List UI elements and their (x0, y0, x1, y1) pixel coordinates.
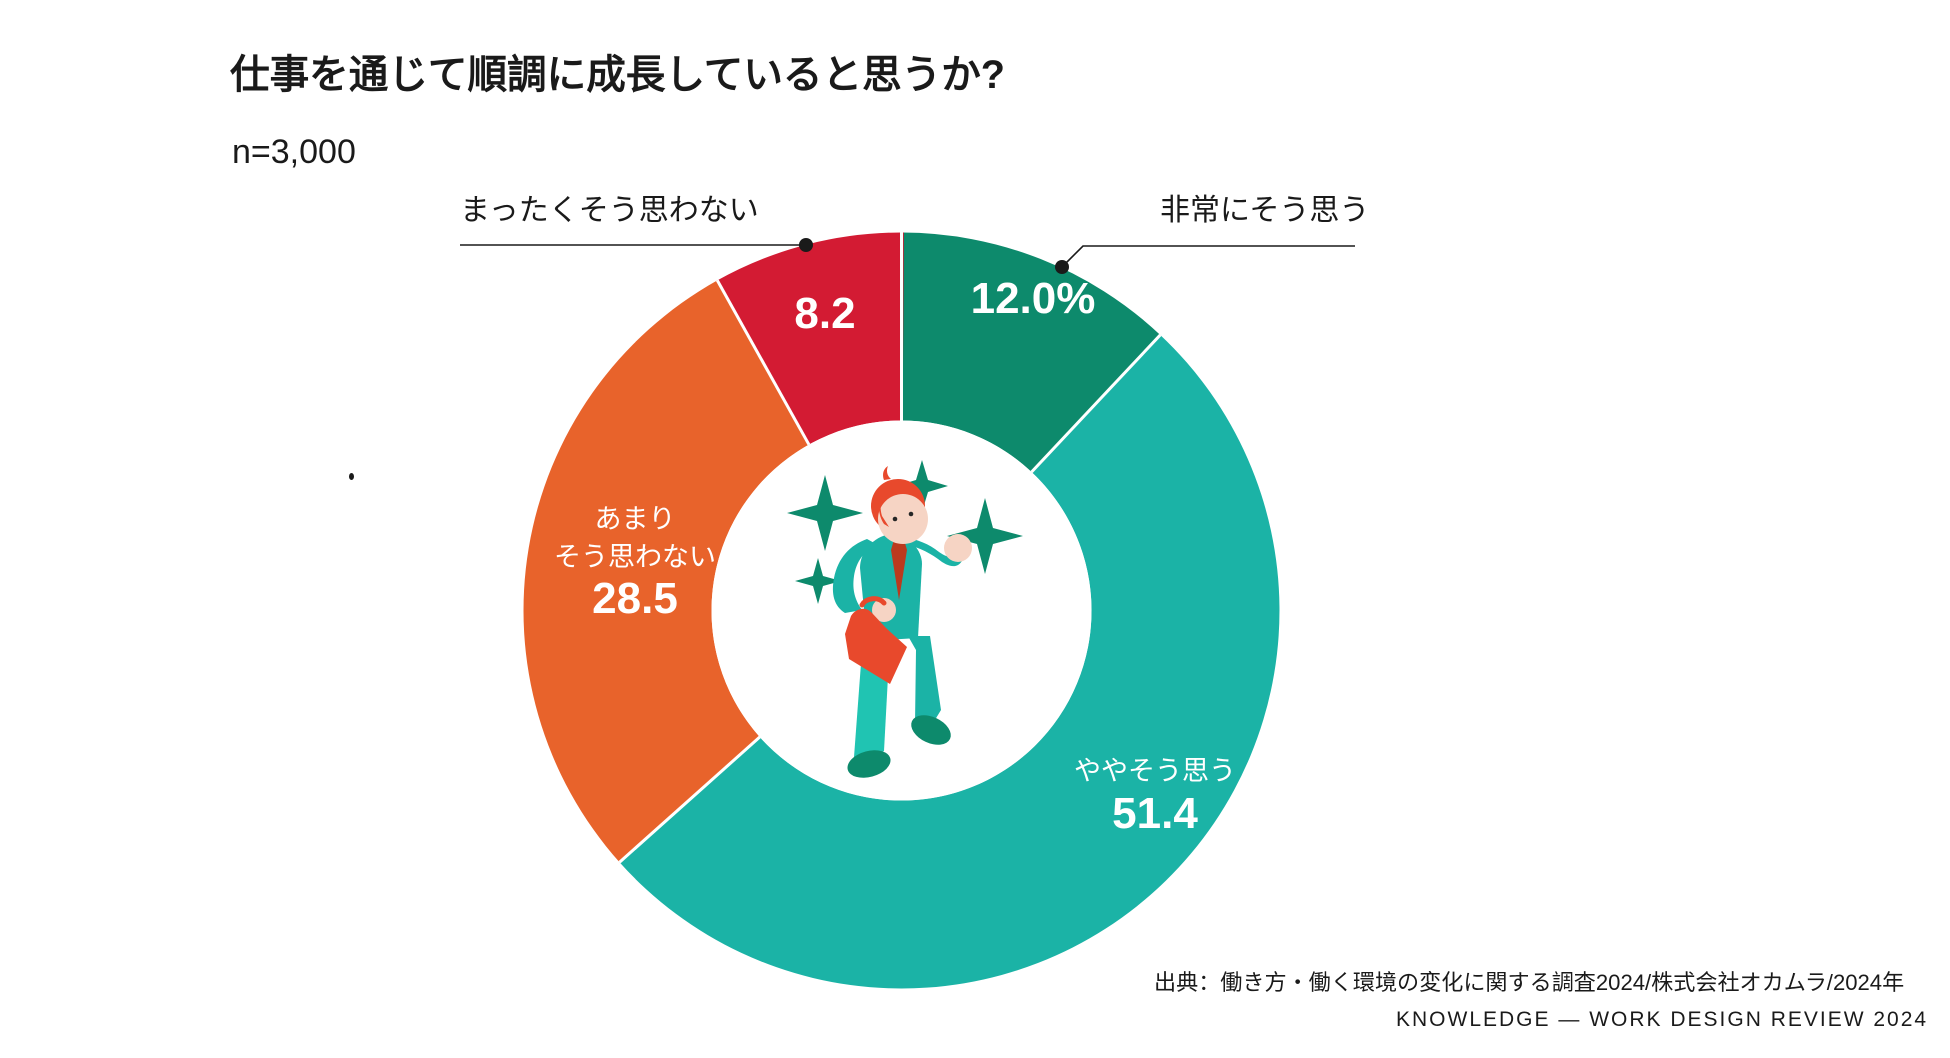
svg-text:28.5: 28.5 (592, 574, 678, 623)
svg-text:あまり: あまり (595, 504, 676, 534)
svg-text:ややそう思う: ややそう思う (1074, 756, 1236, 786)
svg-text:そう思わない: そう思わない (554, 542, 716, 572)
svg-text:8.2: 8.2 (794, 289, 855, 338)
svg-text:非常にそう思う: 非常にそう思う (1160, 194, 1369, 227)
svg-text:51.4: 51.4 (1112, 789, 1198, 838)
svg-text:まったくそう思わない: まったくそう思わない (460, 194, 759, 227)
svg-text:12.0%: 12.0% (971, 274, 1096, 323)
